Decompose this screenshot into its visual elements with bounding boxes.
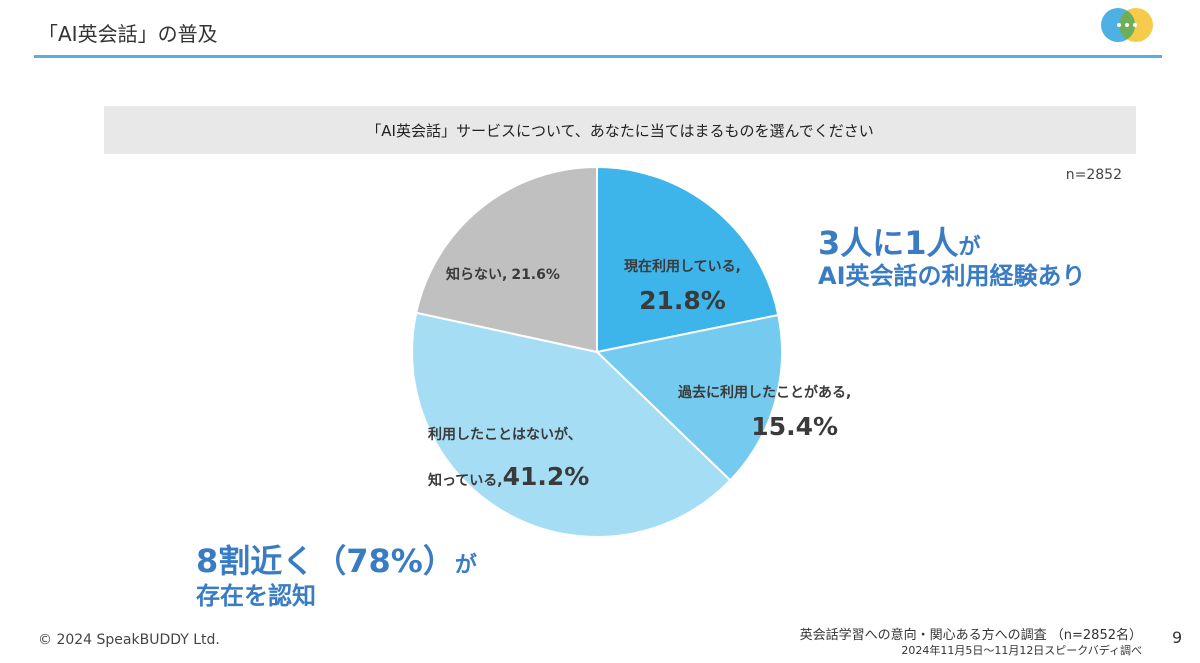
callout-one-in-three-detail: AI英会話の利用経験あり — [818, 262, 1086, 290]
pie-slice-current — [596, 165, 780, 354]
survey-source: 英会話学習への意向・関心ある方への調査 （n=2852名） — [799, 628, 1142, 643]
title-divider — [34, 55, 1162, 58]
slice-label-current: 現在利用している, 21.8% — [624, 259, 741, 315]
speakbuddy-logo — [1101, 8, 1153, 42]
survey-question: 「AI英会話」サービスについて、あなたに当てはまるものを選んでください — [104, 106, 1136, 154]
slice-label-aware: 利用したことはないが、 知っている,41.2% — [428, 427, 590, 491]
survey-date: 2024年11月5日〜11月12日スピークバディ調べ — [901, 644, 1142, 657]
slice-label-past: 過去に利用したことがある, 15.4% — [678, 385, 852, 441]
callout-one-in-three: 3人に1人が — [818, 224, 981, 262]
copyright: © 2024 SpeakBUDDY Ltd. — [38, 632, 220, 648]
pie-slice-past — [594, 313, 783, 482]
pie-slice-unaware — [415, 165, 598, 354]
slice-label-unaware: 知らない, 21.6% — [446, 267, 560, 283]
page-number: 9 — [1172, 628, 1183, 647]
page-title: 「AI英会話」の普及 — [38, 22, 218, 46]
sample-size: n=2852 — [1065, 167, 1122, 183]
callout-awareness-detail: 存在を認知 — [196, 582, 316, 610]
pie-slice-aware — [411, 311, 732, 538]
callout-awareness: 8割近く（78%）が — [196, 542, 477, 580]
